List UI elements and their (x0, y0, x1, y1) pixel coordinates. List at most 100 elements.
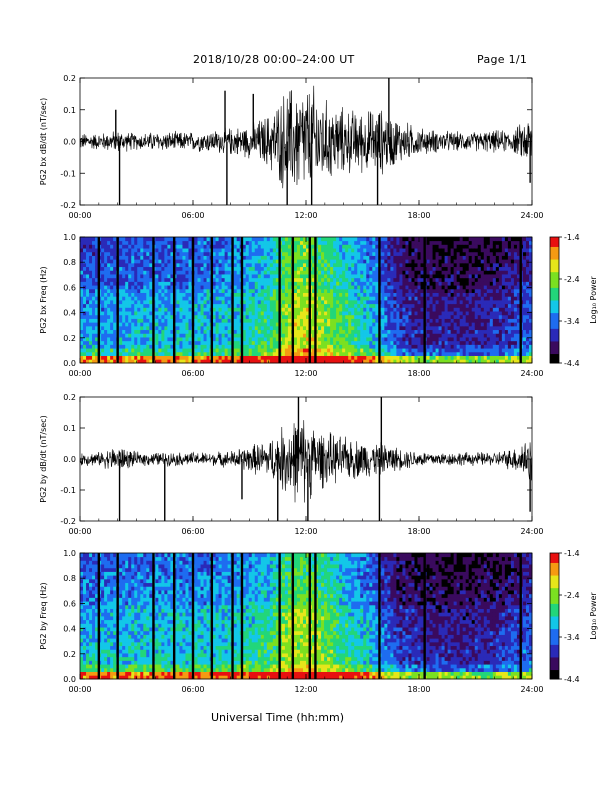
spectrogram-cell (333, 296, 337, 301)
spectrogram-cell (281, 237, 286, 242)
spectrogram-cell (345, 255, 349, 260)
spectrogram-cell (137, 318, 141, 323)
spectrogram-cell (354, 348, 358, 353)
spectrogram-cell (149, 277, 153, 282)
spectrogram-cell (104, 266, 108, 271)
spectrogram-cell (480, 307, 485, 312)
spectrogram-cell (498, 251, 503, 256)
spectrogram-cell (272, 251, 277, 256)
spectrogram-cell (293, 277, 298, 282)
spectrogram-cell (167, 322, 171, 327)
spectrogram-cell (86, 244, 90, 249)
spectrogram-cell (324, 329, 328, 334)
spectrogram-cell (387, 325, 391, 331)
spectrogram-cell (405, 262, 409, 268)
spectrogram-cell (342, 277, 346, 282)
spectrogram-cell (396, 244, 400, 249)
spectrogram-cell (438, 359, 442, 364)
spectrogram-cell (330, 322, 334, 327)
spectrogram-cell (336, 248, 340, 253)
spectrogram-cell (254, 288, 259, 293)
spectrogram-cell (182, 337, 186, 342)
spectrogram-cell (408, 237, 412, 242)
spectrogram-cell (119, 259, 123, 264)
spectrogram-cell (321, 259, 325, 264)
spectrogram-cell (134, 248, 138, 253)
spectrogram-cell (188, 318, 192, 323)
spectrogram-cell (224, 325, 229, 331)
spectrogram-cell (324, 359, 328, 364)
spectrogram-cell (92, 307, 96, 312)
spectrogram-cell (510, 329, 515, 334)
spectrogram-cell (345, 318, 349, 323)
spectrogram-cell (324, 259, 328, 264)
spectrogram-cell (263, 340, 268, 345)
spectrogram-cell (80, 329, 84, 334)
spectrogram-cell (504, 314, 509, 319)
spectrogram-cell (161, 237, 165, 242)
spectrogram-cell (119, 288, 123, 293)
spectrogram-cell (257, 240, 262, 245)
spectrogram-cell (245, 355, 250, 360)
spectrogram-cell (513, 251, 518, 256)
spectrogram-cell (137, 244, 141, 249)
spectrogram-cell (456, 307, 461, 312)
spectrogram-cell (411, 248, 415, 253)
spectrogram-cell (146, 262, 150, 268)
spectrogram-cell (293, 300, 298, 305)
spectrogram-cell (275, 288, 280, 293)
spectrogram-cell (263, 322, 268, 327)
spectrogram-cell (110, 351, 114, 356)
spectrogram-cell (140, 296, 144, 301)
spectrogram-cell (513, 325, 518, 331)
spectrogram-cell (345, 237, 349, 242)
spectrogram-cell (306, 333, 310, 338)
spectrogram-cell (254, 325, 259, 331)
spectrogram-cell (330, 270, 334, 275)
spectrogram-cell (137, 333, 141, 338)
spectrogram-cell (197, 340, 201, 345)
spectrogram-cell (333, 322, 337, 327)
spectrogram-cell (474, 359, 479, 364)
spectrogram-cell (122, 237, 126, 242)
spectrogram-cell (306, 274, 310, 279)
spectrogram-cell (507, 322, 512, 327)
spectrogram-cell (354, 237, 358, 242)
spectrogram-cell (197, 322, 201, 327)
spectrogram-cell (287, 303, 292, 308)
spectrogram-cell (369, 296, 373, 301)
spectrogram-cell (381, 340, 385, 345)
spectrogram-cell (131, 262, 135, 268)
spectrogram-cell (429, 300, 433, 305)
spectrogram-cell (471, 262, 476, 268)
spectrogram-cell (215, 351, 220, 356)
spectrogram-cell (287, 270, 292, 275)
spectrogram-cell (143, 237, 147, 242)
spectrogram-cell (158, 285, 162, 290)
spectrogram-cell (284, 255, 289, 260)
spectrogram-cell (263, 355, 268, 360)
spectrogram-cell (149, 288, 153, 293)
spectrogram-cell (161, 300, 165, 305)
spectrogram-cell (155, 244, 159, 249)
spectrogram-cell (501, 351, 506, 356)
spectrogram-cell (348, 262, 352, 268)
spectrogram-cell (372, 322, 376, 327)
spectrogram-cell (345, 337, 349, 342)
spectrogram-cell (414, 348, 418, 353)
spectrogram-cell (345, 344, 349, 349)
spectrogram-cell (89, 359, 93, 364)
spectrogram-cell (131, 340, 135, 345)
spectrogram-cell (200, 348, 204, 353)
spectrogram-cell (233, 322, 238, 327)
spectrogram-cell (236, 262, 241, 268)
spectrogram-cell (245, 259, 250, 264)
spectrogram-cell (101, 266, 105, 271)
spectrogram-cell (327, 262, 331, 268)
spectrogram-cell (299, 359, 304, 364)
spectrogram-cell (221, 329, 226, 334)
spectrogram-cell (236, 325, 241, 331)
spectrogram-cell (200, 251, 204, 256)
spectrogram-cell (254, 344, 259, 349)
spectrogram-cell (89, 274, 93, 279)
